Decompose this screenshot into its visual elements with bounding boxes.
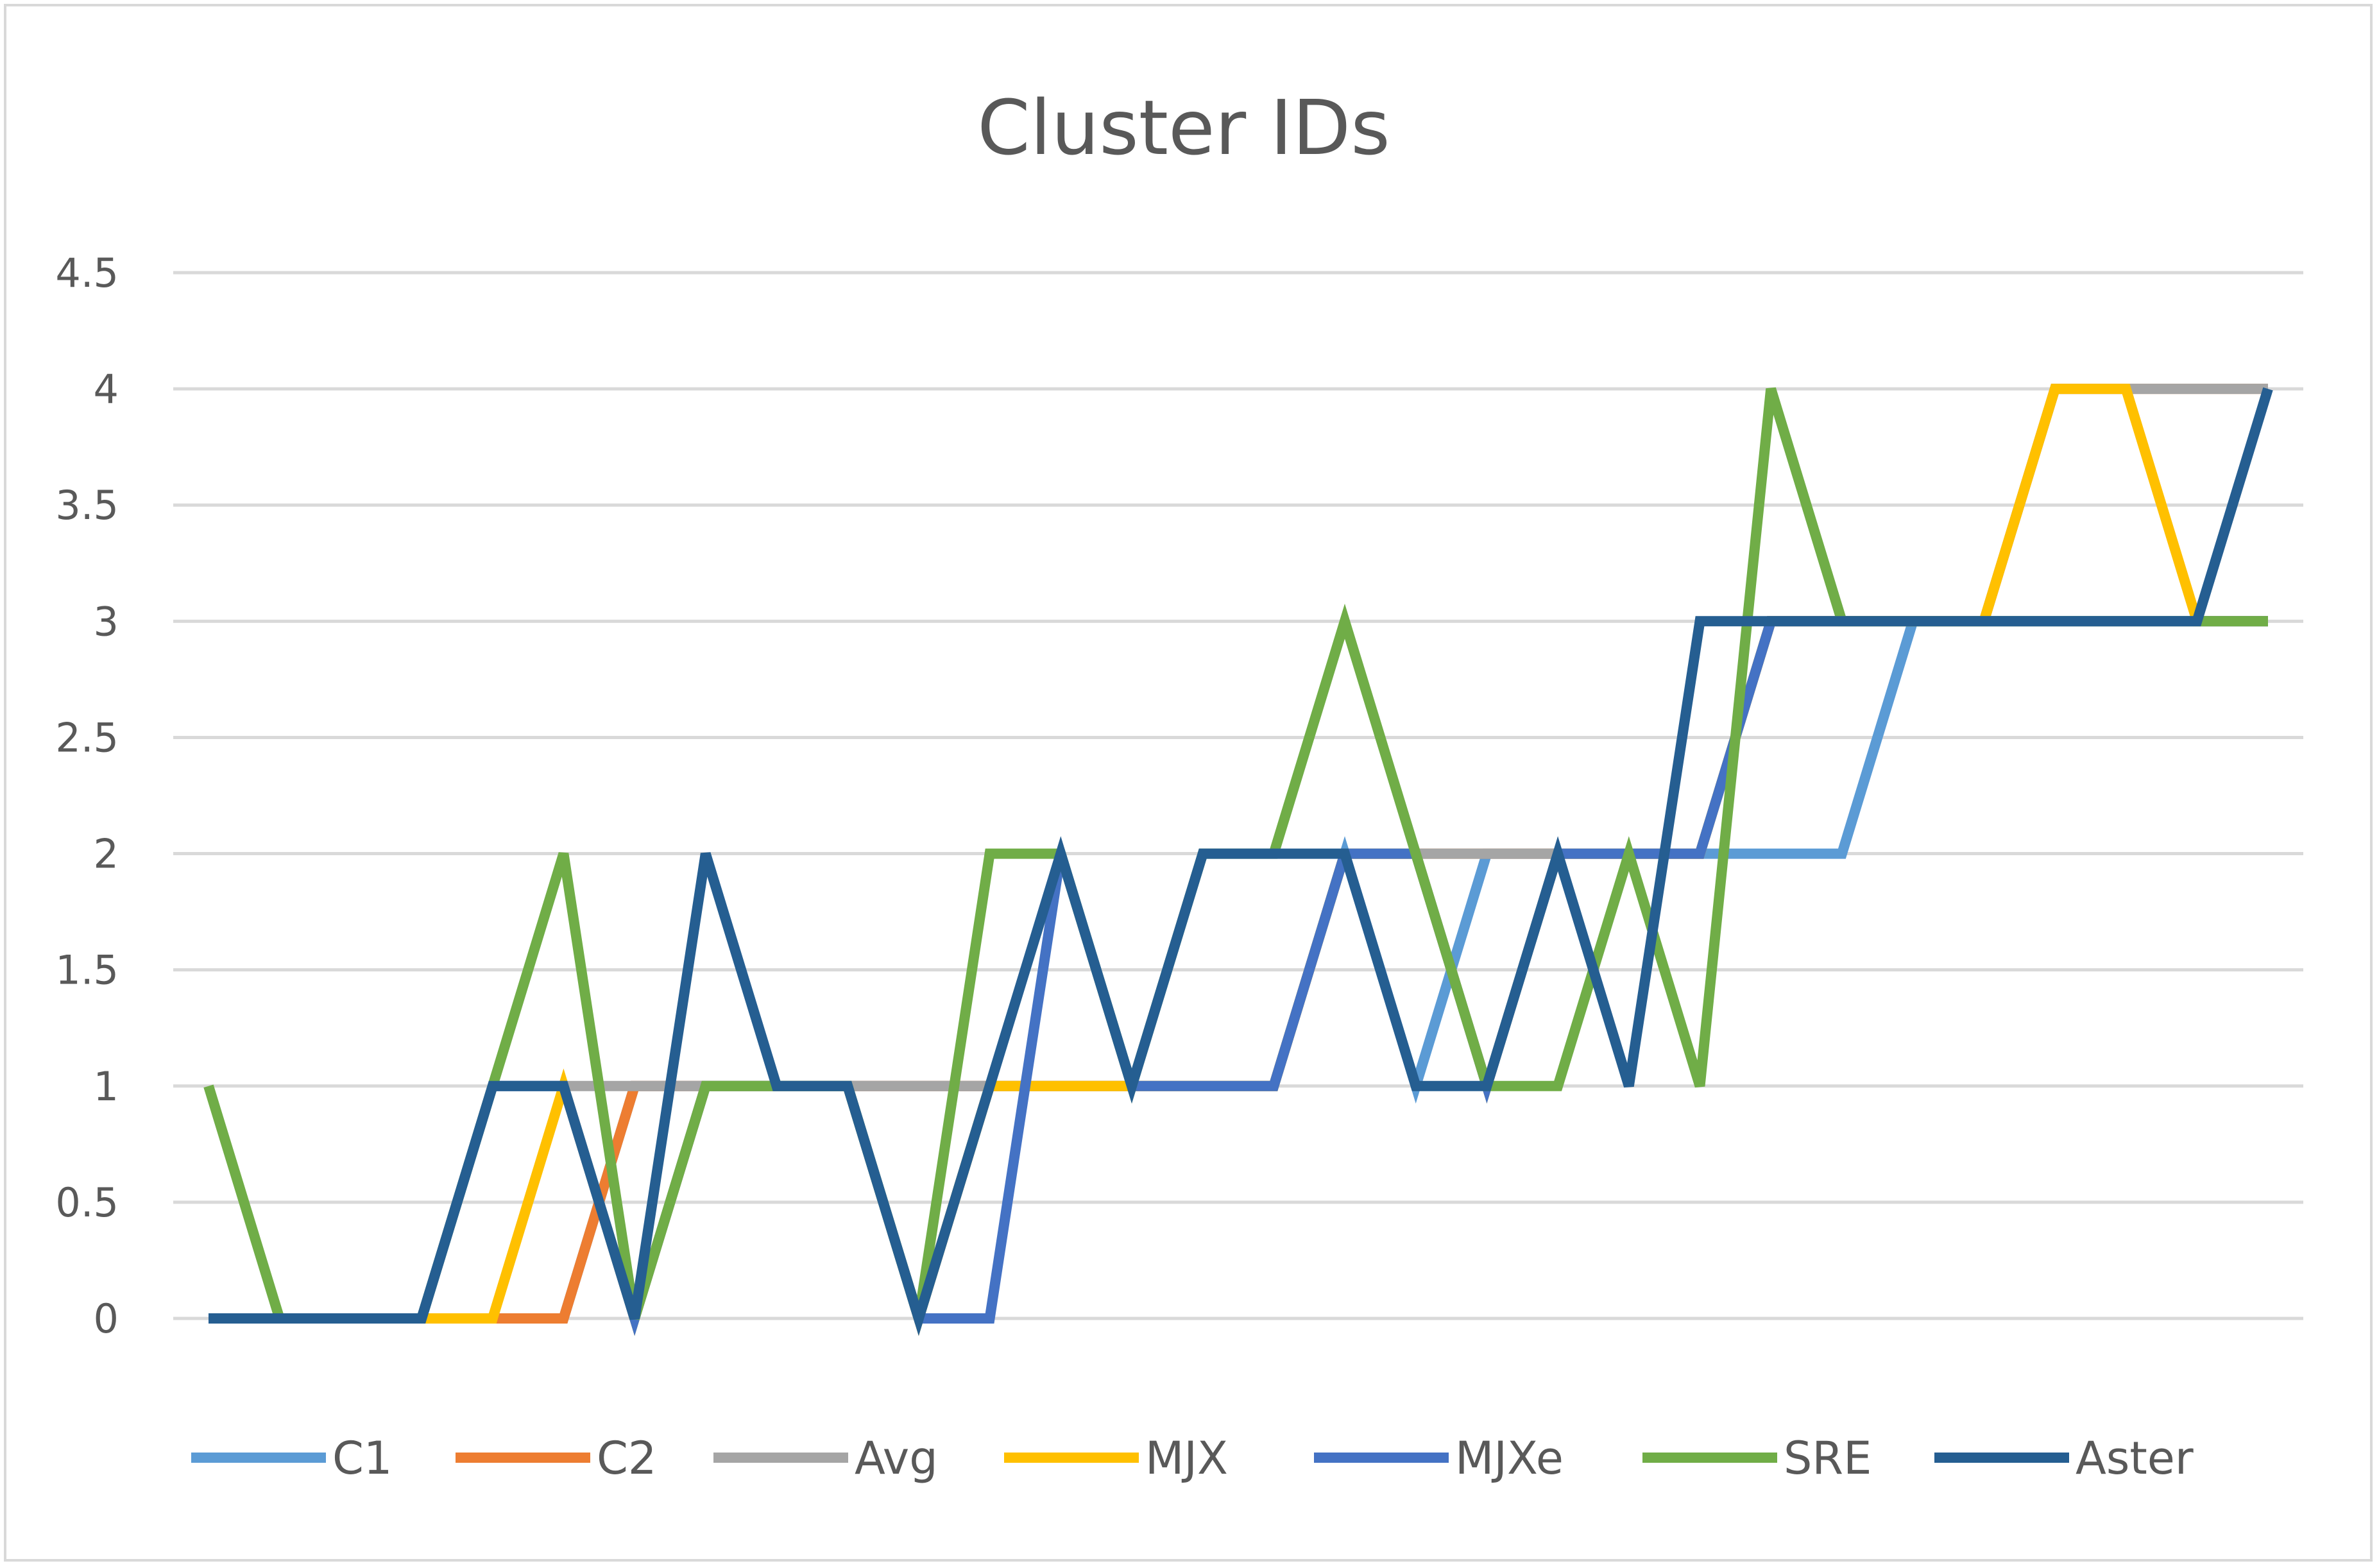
legend-label-mjx: MJX [1145,1432,1228,1485]
y-tick-label: 1 [94,1063,119,1110]
legend-label-sre: SRE [1784,1432,1872,1485]
y-tick-label: 4.5 [55,250,119,296]
y-tick-label: 4 [94,366,119,413]
chart-title: Cluster IDs [977,83,1390,172]
legend: C1 C2 Avg MJX MJXe SRE Aster [191,1432,2194,1485]
y-tick-label: 2.5 [55,714,119,761]
y-tick-label: 0.5 [55,1179,119,1226]
series-lines [203,384,2273,1336]
series-line-aster [209,387,2273,1336]
legend-label-mjxe: MJXe [1455,1432,1564,1485]
y-axis-tick-labels: 0 0.5 1 1.5 2 2.5 3 3.5 4 4.5 [55,250,119,1342]
legend-label-aster: Aster [2076,1432,2194,1485]
y-tick-label: 2 [94,831,119,878]
y-tick-label: 1.5 [55,947,119,994]
legend-label-c2: C2 [597,1432,656,1485]
y-tick-label: 3.5 [55,482,119,529]
legend-label-c1: C1 [332,1432,392,1485]
gridlines [173,271,2303,1320]
y-tick-label: 3 [94,598,119,645]
y-tick-label: 0 [94,1295,119,1342]
legend-label-avg: Avg [855,1432,938,1485]
chart-frame [4,4,2373,1562]
